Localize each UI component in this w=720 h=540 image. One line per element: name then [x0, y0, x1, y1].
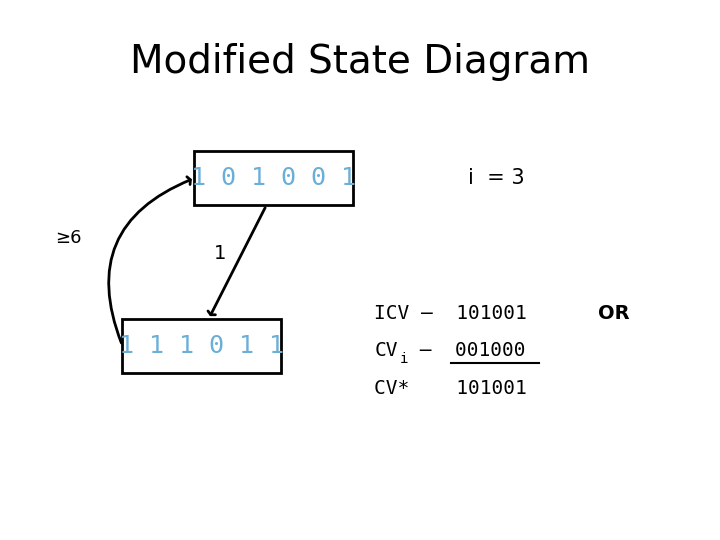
Text: ≥6: ≥6 — [55, 228, 81, 247]
Text: i: i — [400, 352, 408, 366]
Text: –  001000: – 001000 — [408, 341, 526, 361]
Text: CV: CV — [374, 341, 398, 361]
Text: 1: 1 — [213, 244, 226, 264]
Text: Modified State Diagram: Modified State Diagram — [130, 43, 590, 81]
Text: 1 0 1 0 0 1: 1 0 1 0 0 1 — [191, 166, 356, 190]
Text: ICV –  101001: ICV – 101001 — [374, 303, 527, 323]
Text: 1 1 1 0 1 1: 1 1 1 0 1 1 — [119, 334, 284, 357]
FancyBboxPatch shape — [194, 151, 353, 205]
Text: OR: OR — [598, 303, 629, 323]
Text: i  = 3: i = 3 — [468, 168, 525, 188]
FancyBboxPatch shape — [122, 319, 281, 373]
Text: CV*    101001: CV* 101001 — [374, 379, 527, 399]
